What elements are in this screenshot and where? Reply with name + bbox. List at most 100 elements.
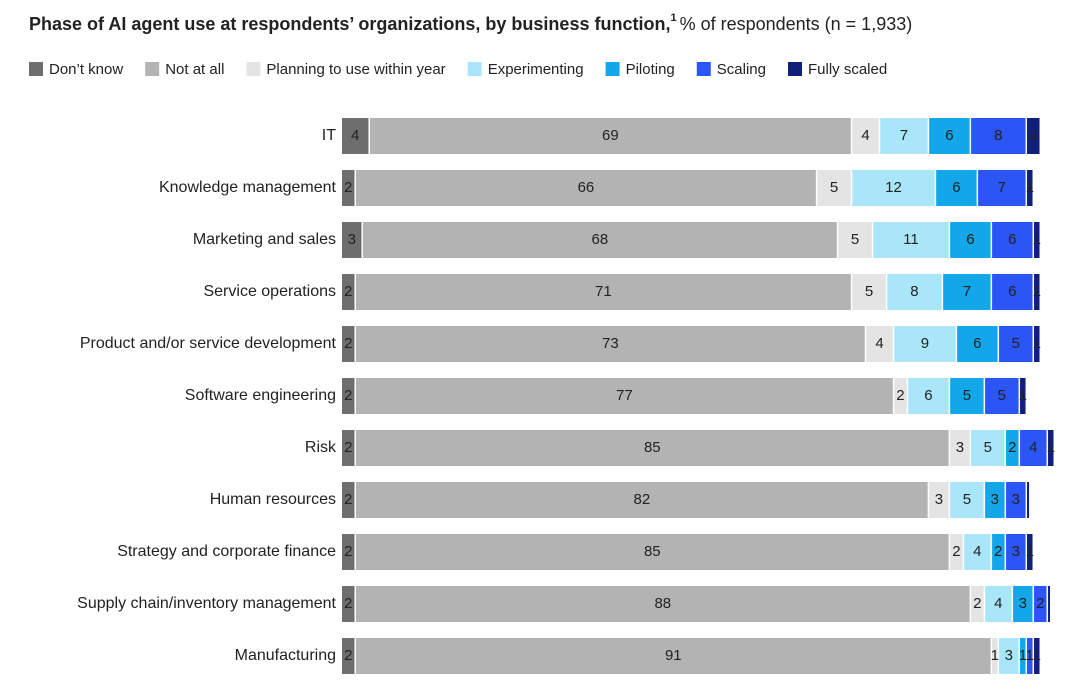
value-label: 3	[991, 491, 999, 508]
value-label: 3	[935, 491, 943, 508]
legend-label: Scaling	[717, 61, 766, 78]
bar-segment	[342, 118, 369, 154]
bar-segment	[950, 482, 984, 518]
legend-swatch	[246, 62, 261, 76]
category-label: Risk	[305, 439, 337, 456]
legend-swatch	[467, 62, 482, 76]
bar-segment	[978, 170, 1026, 206]
value-label: 3	[1019, 595, 1027, 612]
value-label: 2	[896, 387, 904, 404]
value-label: 3	[348, 231, 356, 248]
bar-segment	[342, 274, 355, 310]
bar-segment	[342, 222, 362, 258]
value-label: 4	[994, 595, 1002, 612]
value-label: 91	[665, 647, 682, 664]
bar-segment	[950, 378, 984, 414]
value-label: 3	[1012, 491, 1020, 508]
bar-segment	[985, 482, 1005, 518]
bar-segment	[929, 118, 970, 154]
value-label: 85	[644, 543, 661, 560]
bar-segment	[950, 534, 963, 570]
value-label: 2	[1008, 439, 1016, 456]
chart-title: Phase of AI agent use at respondents’ or…	[29, 14, 670, 34]
value-label: 82	[633, 491, 650, 508]
bar-segment	[1034, 326, 1040, 362]
bar-segment	[992, 274, 1033, 310]
bar-segment	[1006, 430, 1019, 466]
value-label: 69	[602, 127, 619, 144]
bar-segment	[936, 170, 977, 206]
bar-segment	[887, 274, 942, 310]
value-label: 1	[1019, 387, 1027, 404]
bar-segment	[342, 326, 355, 362]
value-label: 2	[973, 595, 981, 612]
value-label: 2	[344, 595, 352, 612]
bar-segment	[342, 170, 355, 206]
value-label: 4	[1029, 439, 1037, 456]
value-label: 71	[595, 283, 612, 300]
bar-segment	[992, 534, 1005, 570]
bar-segment	[908, 378, 949, 414]
value-label: 11	[903, 231, 919, 248]
bar-segment	[1034, 274, 1040, 310]
value-label: 1	[1026, 543, 1034, 560]
title-footnote: 1	[670, 12, 676, 24]
value-label: 12	[885, 179, 902, 196]
value-label: 2	[1036, 595, 1044, 612]
value-label: 4	[861, 127, 869, 144]
value-label: 1	[1019, 647, 1027, 664]
bar-segment	[355, 378, 893, 414]
bar-segment	[1006, 482, 1026, 518]
value-label: 4	[351, 127, 359, 144]
value-label: 5	[998, 387, 1006, 404]
legend-swatch	[696, 62, 711, 76]
bar-segment	[866, 326, 893, 362]
value-label: 6	[966, 231, 974, 248]
bar-segment	[999, 638, 1019, 674]
value-label: 5	[963, 387, 971, 404]
bar-segment	[369, 118, 851, 154]
bar-segment	[1048, 586, 1051, 622]
bar-segment	[1034, 638, 1040, 674]
value-label: 6	[973, 335, 981, 352]
chart-heading: Phase of AI agent use at respondents’ or…	[29, 12, 912, 34]
value-label: 1	[1033, 647, 1041, 664]
bar-segment	[1034, 222, 1040, 258]
bar-segment	[957, 326, 998, 362]
legend-swatch	[29, 62, 43, 76]
value-label: 3	[1005, 647, 1013, 664]
bar-segment	[992, 638, 998, 674]
value-label: 3	[1012, 543, 1020, 560]
bar-segment	[1020, 430, 1047, 466]
category-label: Product and/or service development	[80, 335, 337, 352]
value-label: 2	[994, 543, 1002, 560]
bar-segment	[1013, 586, 1033, 622]
category-label: Marketing and sales	[193, 231, 336, 248]
bar-segment	[1020, 638, 1026, 674]
value-label: 1	[1033, 231, 1041, 248]
bar-segment	[852, 170, 935, 206]
bar-segment	[342, 534, 355, 570]
value-label: 6	[945, 127, 953, 144]
category-label: Service operations	[203, 283, 336, 300]
bar-segment	[929, 482, 949, 518]
value-label: 2	[344, 387, 352, 404]
bar-segment	[355, 274, 851, 310]
bar-segment	[880, 118, 928, 154]
bar-segment	[1006, 534, 1026, 570]
bar-segment	[355, 586, 970, 622]
bar-segment	[852, 274, 886, 310]
value-label: 2	[344, 335, 352, 352]
value-label: 5	[865, 283, 873, 300]
value-label: 5	[851, 231, 859, 248]
bar-segment	[971, 118, 1026, 154]
legend-swatch	[145, 62, 160, 76]
bar-segment	[985, 586, 1012, 622]
category-label: Strategy and corporate finance	[117, 543, 336, 560]
value-label: 1	[1026, 179, 1034, 196]
bar-segment	[894, 378, 907, 414]
value-label: 2	[1029, 127, 1037, 144]
bar-segment	[852, 118, 879, 154]
bar-segment	[355, 326, 865, 362]
